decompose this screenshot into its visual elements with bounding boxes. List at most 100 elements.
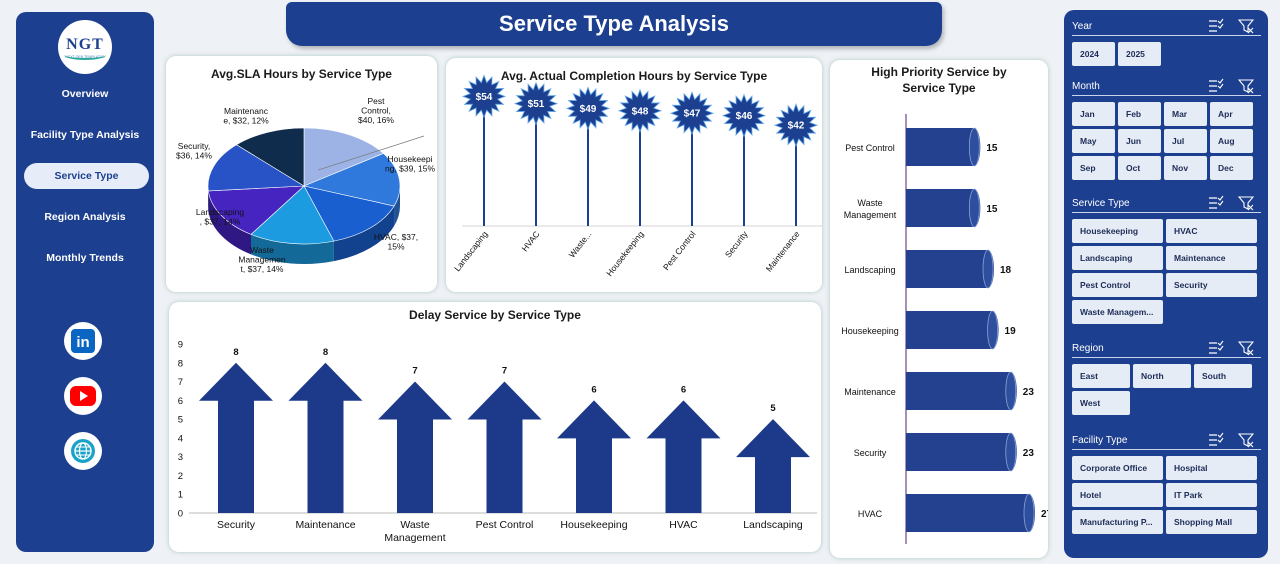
clear-filter-icon[interactable] (1238, 78, 1254, 94)
arrow-bar[interactable] (378, 381, 452, 513)
pie-slice-side (208, 190, 252, 255)
starburst-marker[interactable] (461, 74, 507, 119)
sidebar-nav: NGT NEXT GEN TEMPLATES Overview Facility… (16, 12, 154, 552)
filter-button[interactable]: Oct (1118, 156, 1161, 180)
arrow-bar-chart: 0 1 2 3 4 5 6 7 8 9 8 Security 8 Maintenance 7 Waste Man… (178, 340, 817, 544)
pie-slice-side (333, 206, 395, 262)
filter-region: Region East North South West (1072, 338, 1261, 415)
filter-button[interactable]: Shopping Mall (1166, 510, 1257, 534)
pie-data-label: HVAC, $37, 15% (374, 232, 418, 252)
youtube-button[interactable] (64, 377, 102, 415)
filter-button[interactable]: Waste Managem... (1072, 300, 1163, 324)
filter-button[interactable]: Feb (1118, 102, 1161, 126)
cylinder-bar[interactable] (906, 494, 1035, 532)
filter-button[interactable]: Jul (1164, 129, 1207, 153)
clear-filter-icon[interactable] (1238, 18, 1254, 34)
x-tick-label: Pest Control (661, 229, 698, 272)
filter-button[interactable]: Maintenance (1166, 246, 1257, 270)
filter-button[interactable]: Sep (1072, 156, 1115, 180)
cylinder-bar[interactable] (906, 128, 981, 166)
multi-select-icon[interactable] (1208, 340, 1224, 356)
pie-slice[interactable] (208, 185, 305, 235)
filter-button[interactable]: Hotel (1072, 483, 1163, 507)
cylinder-bar[interactable] (906, 189, 981, 227)
clear-filter-icon[interactable] (1238, 340, 1254, 356)
filter-button[interactable]: Jun (1118, 129, 1161, 153)
starburst-marker[interactable] (669, 91, 715, 136)
sidebar-item-monthly-trends[interactable]: Monthly Trends (46, 252, 124, 264)
starburst-marker[interactable] (513, 81, 559, 126)
filter-button[interactable]: 2024 (1072, 42, 1115, 66)
filter-button[interactable]: Dec (1210, 156, 1253, 180)
filter-title: Region (1072, 343, 1104, 354)
y-tick-label: 3 (178, 452, 183, 463)
arrow-bar[interactable] (646, 400, 721, 513)
multi-select-icon[interactable] (1208, 78, 1224, 94)
pie-slice[interactable] (303, 127, 384, 187)
starburst-marker[interactable] (773, 103, 819, 148)
filter-button[interactable]: South (1194, 364, 1252, 388)
x-tick-label-line: Housekeeping (560, 519, 627, 531)
filter-service-type: Service Type Housekeeping HVAC Landscapi… (1072, 193, 1261, 324)
data-label: 27 (1041, 509, 1048, 520)
starburst-marker[interactable] (617, 88, 663, 133)
filter-button[interactable]: Landscaping (1072, 246, 1163, 270)
website-button[interactable] (64, 432, 102, 470)
sidebar-item-overview[interactable]: Overview (61, 88, 109, 100)
filter-button[interactable]: Manufacturing P... (1072, 510, 1163, 534)
filter-facility-type: Facility Type Corporate Office Hospital … (1072, 430, 1261, 534)
pie-data-label-line: e, $32, 12% (223, 116, 269, 126)
starburst-marker[interactable] (565, 86, 611, 131)
starburst-marker[interactable] (721, 93, 767, 138)
filter-button[interactable]: Security (1166, 273, 1257, 297)
filter-button[interactable]: Mar (1164, 102, 1207, 126)
filter-button[interactable]: HVAC (1166, 219, 1257, 243)
filter-button[interactable]: Jan (1072, 102, 1115, 126)
filter-button[interactable]: 2025 (1118, 42, 1161, 66)
pie-data-label-line: t, $37, 14% (240, 264, 283, 274)
cylinder-bar[interactable] (906, 311, 999, 349)
filter-button[interactable]: Housekeeping (1072, 219, 1163, 243)
multi-select-icon[interactable] (1208, 18, 1224, 34)
filter-button[interactable]: Corporate Office (1072, 456, 1163, 480)
filter-title: Service Type (1072, 198, 1130, 209)
filter-button[interactable]: Hospital (1166, 456, 1257, 480)
cylinder-bar[interactable] (906, 250, 994, 288)
pie-data-label-line: HVAC, $37, (374, 232, 418, 242)
linkedin-button[interactable]: in (64, 322, 102, 360)
filter-button[interactable]: Apr (1210, 102, 1253, 126)
filter-button[interactable]: West (1072, 391, 1130, 415)
arrow-bar[interactable] (288, 362, 363, 513)
multi-select-icon[interactable] (1208, 432, 1224, 448)
clear-filter-icon[interactable] (1238, 195, 1254, 211)
filter-button[interactable]: North (1133, 364, 1191, 388)
y-tick-label: 0 (178, 509, 183, 520)
filter-button[interactable]: IT Park (1166, 483, 1257, 507)
arrow-bar[interactable] (736, 419, 810, 513)
clear-filter-icon[interactable] (1238, 432, 1254, 448)
pie-slice[interactable] (303, 153, 401, 207)
sidebar-item-region-analysis[interactable]: Region Analysis (44, 211, 126, 223)
multi-select-icon[interactable] (1208, 195, 1224, 211)
filter-button[interactable]: May (1072, 129, 1115, 153)
arrow-bar[interactable] (199, 362, 273, 513)
horizontal-bar-chart: 15 Pest Control 15 Waste Management 18 Landsca… (841, 114, 1048, 544)
filter-button[interactable]: Nov (1164, 156, 1207, 180)
filter-button[interactable]: Pest Control (1072, 273, 1163, 297)
arrow-bar[interactable] (557, 400, 631, 513)
arrow-bar[interactable] (467, 381, 542, 513)
filter-button[interactable]: East (1072, 364, 1130, 388)
sidebar-item-facility-type-analysis[interactable]: Facility Type Analysis (30, 129, 140, 141)
pie-slice[interactable] (207, 144, 305, 192)
sidebar-item-service-type[interactable]: Service Type (24, 163, 149, 189)
filter-button[interactable]: Aug (1210, 129, 1253, 153)
cylinder-bar[interactable] (906, 372, 1017, 410)
y-tick-label: 6 (178, 396, 183, 407)
pie-slice[interactable] (250, 185, 335, 245)
cylinder-cap (968, 188, 980, 228)
cylinder-bar[interactable] (906, 433, 1017, 471)
pie-slice[interactable] (235, 127, 305, 187)
filter-title: Month (1072, 81, 1100, 92)
x-tick-label: Maintenance (764, 229, 802, 274)
sla-hours-chart-card: Avg.SLA Hours by Service Type Pest Contro… (166, 56, 437, 292)
